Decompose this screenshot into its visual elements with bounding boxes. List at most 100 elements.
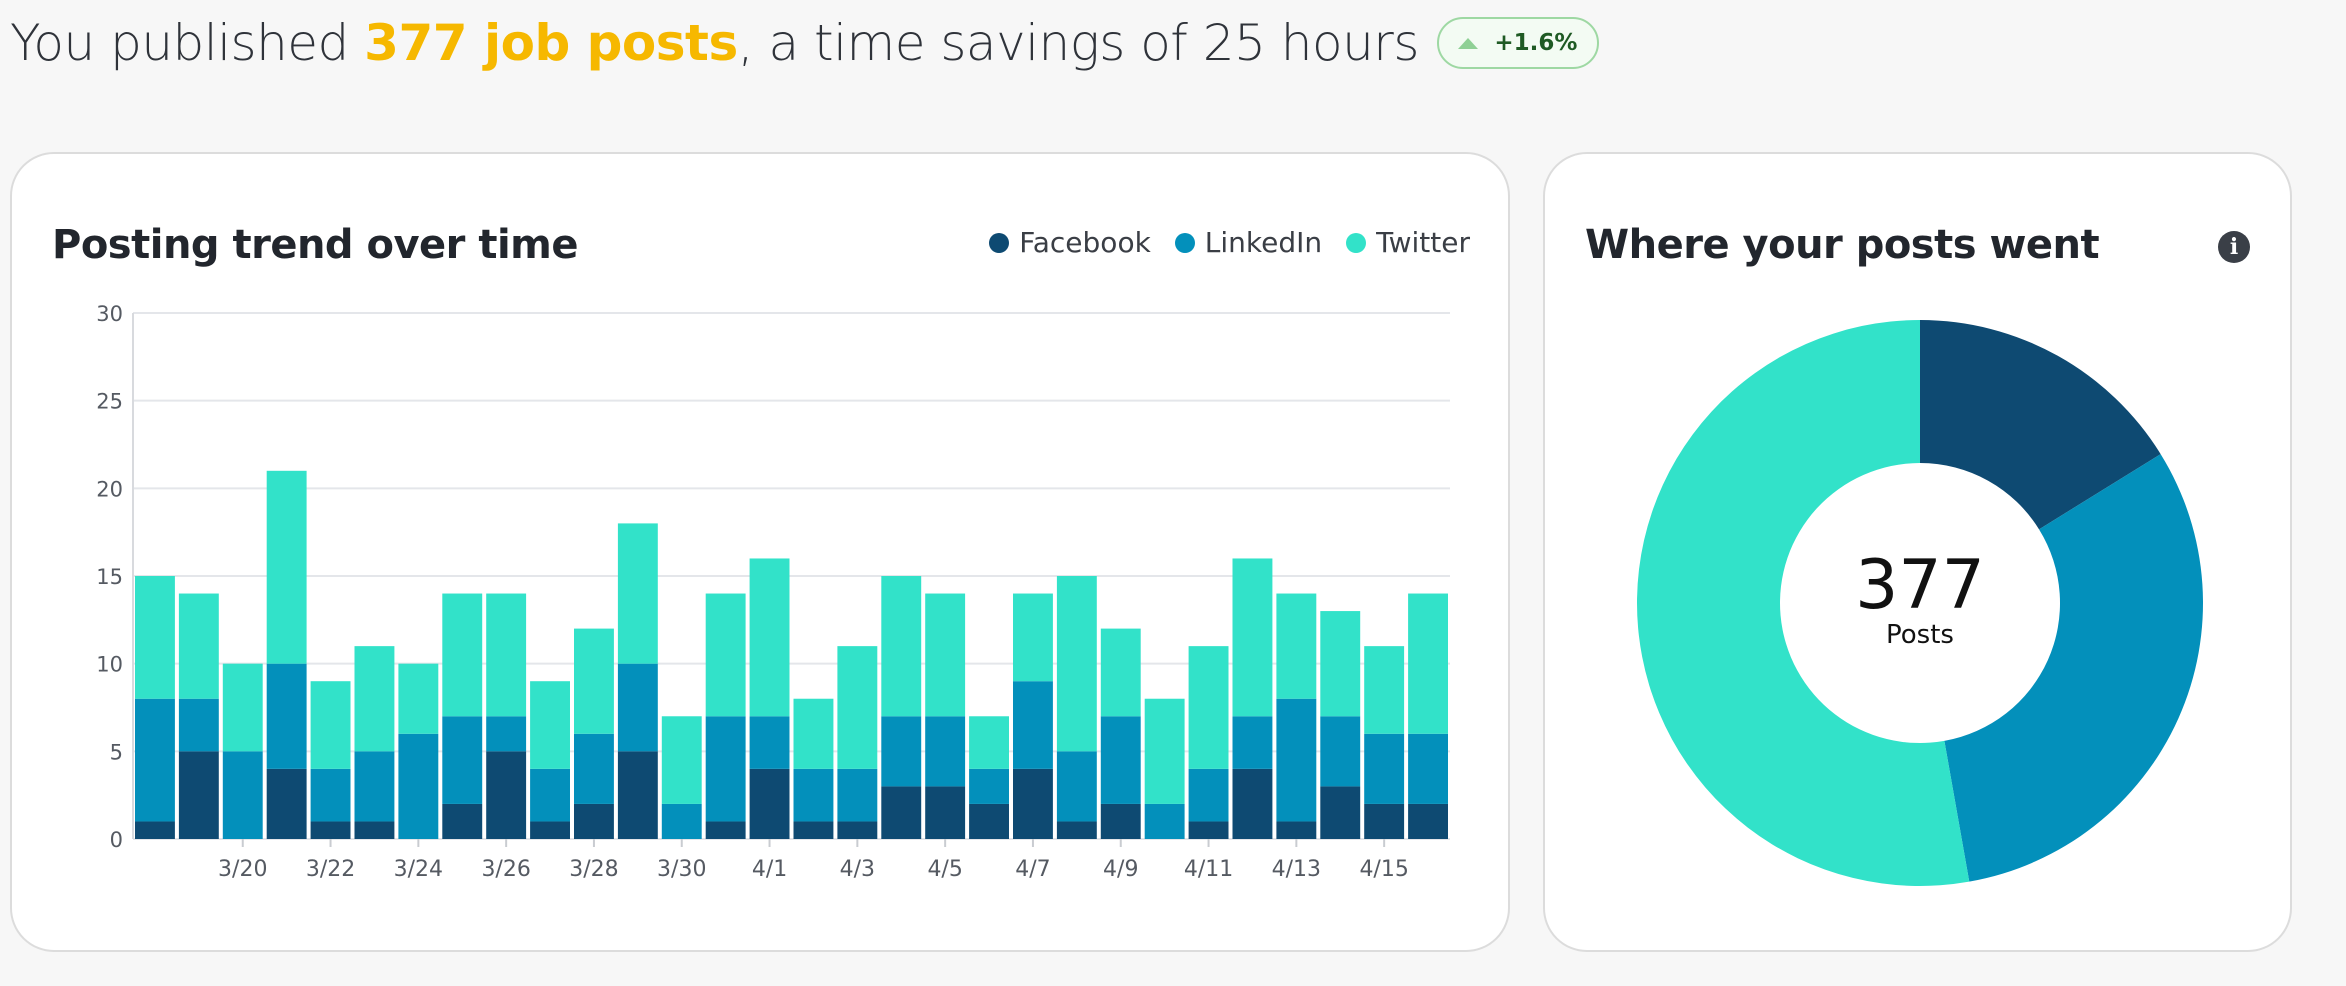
bar-facebook-3-23[interactable] xyxy=(354,821,395,839)
bar-linkedin-4-16[interactable] xyxy=(1408,733,1448,804)
bar-facebook-3-25[interactable] xyxy=(442,803,483,839)
bar-linkedin-3-18[interactable] xyxy=(135,698,175,822)
bar-twitter-4-13[interactable] xyxy=(1276,593,1317,699)
bar-facebook-4-3[interactable] xyxy=(837,821,878,839)
bar-facebook-4-6[interactable] xyxy=(969,803,1009,839)
bar-facebook-3-27[interactable] xyxy=(530,821,570,839)
legend-item-linkedin[interactable]: LinkedIn xyxy=(1174,226,1322,259)
bar-linkedin-4-14[interactable] xyxy=(1320,716,1361,787)
bar-twitter-3-31[interactable] xyxy=(705,593,746,717)
bar-facebook-3-21[interactable] xyxy=(266,768,307,839)
bar-twitter-4-6[interactable] xyxy=(969,716,1009,769)
bar-twitter-3-26[interactable] xyxy=(486,593,527,717)
bar-linkedin-4-2[interactable] xyxy=(793,768,834,822)
bar-twitter-4-14[interactable] xyxy=(1320,611,1361,717)
bar-twitter-3-21[interactable] xyxy=(266,470,307,664)
x-tick-label: 4/13 xyxy=(1272,857,1321,882)
bar-twitter-4-5[interactable] xyxy=(925,593,966,717)
bar-twitter-4-4[interactable] xyxy=(881,576,922,717)
bar-facebook-4-16[interactable] xyxy=(1408,803,1448,839)
bar-linkedin-3-28[interactable] xyxy=(574,733,614,804)
bar-linkedin-4-15[interactable] xyxy=(1364,733,1405,804)
bar-linkedin-3-30[interactable] xyxy=(661,803,702,839)
bar-facebook-4-7[interactable] xyxy=(1013,768,1053,839)
bar-twitter-4-10[interactable] xyxy=(1144,698,1185,804)
bar-linkedin-3-24[interactable] xyxy=(398,733,439,839)
bar-facebook-3-18[interactable] xyxy=(135,821,175,839)
bar-twitter-3-18[interactable] xyxy=(135,576,175,699)
bar-linkedin-4-5[interactable] xyxy=(925,716,966,787)
info-icon[interactable]: i xyxy=(2218,231,2250,263)
bar-facebook-4-4[interactable] xyxy=(881,786,922,839)
bar-facebook-3-19[interactable] xyxy=(178,751,219,839)
bar-linkedin-4-1[interactable] xyxy=(749,716,790,769)
bar-twitter-3-20[interactable] xyxy=(222,663,263,752)
legend-item-twitter[interactable]: Twitter xyxy=(1346,226,1470,259)
bar-linkedin-4-13[interactable] xyxy=(1276,698,1317,822)
bar-linkedin-3-19[interactable] xyxy=(178,698,219,752)
bar-linkedin-4-7[interactable] xyxy=(1013,681,1053,769)
bar-linkedin-4-8[interactable] xyxy=(1056,751,1097,822)
bar-twitter-4-2[interactable] xyxy=(793,698,834,769)
bar-twitter-3-28[interactable] xyxy=(574,628,614,734)
bar-linkedin-4-9[interactable] xyxy=(1100,716,1141,804)
bar-twitter-4-11[interactable] xyxy=(1188,646,1229,769)
bar-twitter-4-8[interactable] xyxy=(1056,576,1097,752)
bar-twitter-3-27[interactable] xyxy=(530,681,570,769)
bar-facebook-4-11[interactable] xyxy=(1188,821,1229,839)
bar-linkedin-3-29[interactable] xyxy=(617,663,658,752)
bar-linkedin-3-21[interactable] xyxy=(266,663,307,769)
bar-facebook-3-29[interactable] xyxy=(617,751,658,839)
bar-twitter-4-12[interactable] xyxy=(1232,558,1273,717)
bar-linkedin-4-10[interactable] xyxy=(1144,803,1185,839)
bar-facebook-4-9[interactable] xyxy=(1100,803,1141,839)
bar-twitter-4-3[interactable] xyxy=(837,646,878,769)
bar-twitter-4-7[interactable] xyxy=(1013,593,1053,682)
bar-linkedin-3-20[interactable] xyxy=(222,751,263,839)
bar-twitter-4-9[interactable] xyxy=(1100,628,1141,717)
bar-facebook-4-1[interactable] xyxy=(749,768,790,839)
bar-twitter-3-25[interactable] xyxy=(442,593,483,717)
y-tick-label: 25 xyxy=(96,390,123,414)
bar-facebook-4-14[interactable] xyxy=(1320,786,1361,839)
bar-twitter-4-15[interactable] xyxy=(1364,646,1405,734)
x-tick-label: 4/15 xyxy=(1359,857,1408,882)
donut-slice-twitter[interactable] xyxy=(1636,320,1970,886)
bar-twitter-3-30[interactable] xyxy=(661,716,702,804)
bar-twitter-3-29[interactable] xyxy=(617,523,658,664)
bar-facebook-4-2[interactable] xyxy=(793,821,834,839)
legend-item-facebook[interactable]: Facebook xyxy=(989,226,1151,259)
bar-twitter-4-1[interactable] xyxy=(749,558,790,717)
bar-facebook-3-22[interactable] xyxy=(310,821,351,839)
x-tick-label: 3/28 xyxy=(569,857,618,882)
bar-facebook-4-13[interactable] xyxy=(1276,821,1317,839)
bar-linkedin-4-11[interactable] xyxy=(1188,768,1229,822)
bar-facebook-4-5[interactable] xyxy=(925,786,966,839)
bar-facebook-3-26[interactable] xyxy=(486,751,527,839)
bar-linkedin-3-26[interactable] xyxy=(486,716,527,752)
bar-linkedin-4-3[interactable] xyxy=(837,768,878,822)
bar-facebook-4-12[interactable] xyxy=(1232,768,1273,839)
bar-linkedin-3-22[interactable] xyxy=(310,768,351,822)
bar-linkedin-3-31[interactable] xyxy=(705,716,746,822)
donut-slice-linkedin[interactable] xyxy=(1944,454,2203,882)
bar-linkedin-4-4[interactable] xyxy=(881,716,922,787)
bar-linkedin-3-27[interactable] xyxy=(530,768,570,822)
bar-linkedin-4-6[interactable] xyxy=(969,768,1009,804)
bar-twitter-4-16[interactable] xyxy=(1408,593,1448,734)
bar-facebook-3-31[interactable] xyxy=(705,821,746,839)
bar-twitter-3-23[interactable] xyxy=(354,646,395,752)
bar-linkedin-3-25[interactable] xyxy=(442,716,483,804)
bar-linkedin-4-12[interactable] xyxy=(1232,716,1273,769)
bar-facebook-3-28[interactable] xyxy=(574,803,614,839)
bar-linkedin-3-23[interactable] xyxy=(354,751,395,822)
donut-slice-facebook[interactable] xyxy=(1920,320,2161,530)
bar-facebook-4-8[interactable] xyxy=(1056,821,1097,839)
bar-twitter-3-19[interactable] xyxy=(178,593,219,699)
bar-facebook-4-15[interactable] xyxy=(1364,803,1405,839)
bar-twitter-3-22[interactable] xyxy=(310,681,351,769)
x-tick-label: 3/26 xyxy=(481,857,530,882)
y-tick-label: 5 xyxy=(110,740,123,764)
bar-twitter-3-24[interactable] xyxy=(398,663,439,734)
x-tick-label: 4/3 xyxy=(840,857,875,882)
